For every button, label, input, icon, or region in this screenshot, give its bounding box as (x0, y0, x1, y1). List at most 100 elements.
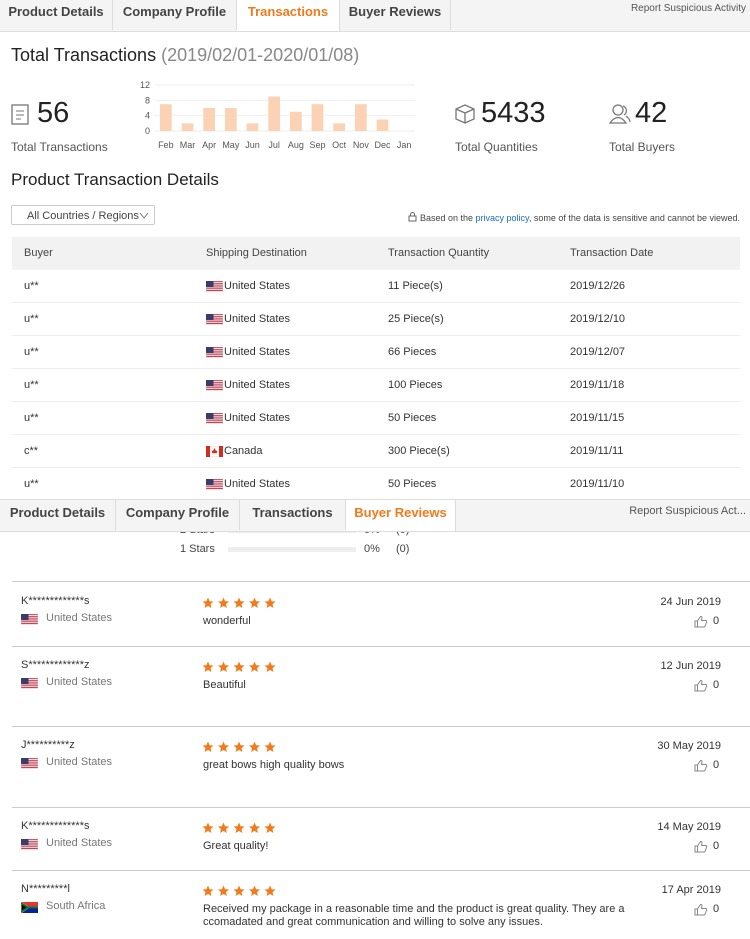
like-icon[interactable] (694, 679, 708, 692)
like-icon[interactable] (694, 759, 708, 772)
flag-part (21, 840, 38, 842)
x-tick-label: Mar (180, 140, 196, 150)
star (202, 822, 214, 833)
star (202, 741, 214, 752)
flag-part (21, 758, 38, 759)
review-text: great bows high quality bows (203, 759, 345, 771)
like-shape (694, 759, 708, 772)
star (264, 822, 276, 833)
reviewer-country: United States (46, 612, 113, 624)
flag-part (206, 488, 223, 490)
x-tick-label: Dec (374, 140, 391, 150)
flag-part (21, 902, 38, 908)
star (218, 741, 229, 752)
table-cell: 11 Piece(s) (388, 280, 443, 292)
star (233, 597, 245, 608)
table-cell: Canada (224, 445, 263, 457)
country-flag (206, 380, 223, 391)
bar (268, 96, 281, 131)
flag-part (21, 685, 38, 687)
flag-part (206, 352, 223, 354)
tab[interactable]: Company Profile (116, 500, 240, 530)
report-link[interactable]: Report Suspicious Act... (629, 505, 746, 517)
rating-label: 1 Stars (180, 543, 215, 555)
report-link[interactable]: Report Suspicious Activity (630, 3, 746, 14)
country-filter[interactable]: All Countries / Regions (11, 205, 155, 225)
table-cell: u** (24, 280, 39, 292)
privacy-link[interactable]: privacy policy (475, 213, 529, 223)
tab[interactable]: Transactions (237, 0, 340, 31)
table-cell: 25 Piece(s) (388, 313, 444, 325)
table-cell: 50 Pieces (388, 412, 437, 424)
divider (12, 581, 750, 582)
flag-part (21, 842, 38, 844)
column-header: Shipping Destination (206, 247, 307, 259)
star (249, 741, 260, 752)
table-row: u** United States 50 Pieces 2019/11/15 (12, 402, 740, 435)
flag-part (206, 323, 223, 325)
table-row: c** Canada 300 Piece(s) 2019/11/11 (12, 435, 740, 468)
table-cell: 2019/11/18 (570, 379, 625, 391)
star (264, 597, 276, 608)
flag-part (206, 317, 223, 319)
bar (159, 104, 172, 131)
star (264, 661, 276, 672)
flag-part (206, 385, 223, 387)
flag-part (206, 484, 223, 486)
flag-part (206, 284, 223, 286)
tab[interactable]: Buyer Reviews (346, 500, 456, 531)
flag-part (206, 348, 223, 350)
flag-part (206, 281, 214, 287)
reviewer-name: K*************s (21, 595, 90, 607)
divider (12, 807, 750, 808)
review-text: wonderful (203, 615, 251, 627)
table-cell: United States (224, 313, 291, 325)
transactions-icon (11, 104, 29, 125)
flag-part (206, 350, 223, 352)
flag-part (21, 614, 29, 620)
summary-heading: Total Transactions (2019/02/01-2020/01/0… (11, 45, 359, 66)
flag-part (21, 759, 38, 761)
tab[interactable]: Company Profile (113, 0, 237, 30)
stat-value: 5433 (481, 97, 546, 129)
tab[interactable]: Buyer Reviews (340, 0, 451, 30)
table-row: u** United States 25 Piece(s) 2019/12/10 (12, 303, 740, 336)
stat-label: Total Transactions (11, 140, 108, 154)
tab[interactable]: Product Details (0, 500, 116, 530)
like-icon[interactable] (694, 615, 708, 628)
flag-part (21, 907, 38, 913)
flag-part (206, 414, 223, 416)
column-header: Transaction Date (570, 247, 654, 259)
tab[interactable]: Product Details (0, 0, 113, 30)
y-tick-label: 12 (140, 80, 150, 90)
star-rating (202, 661, 276, 672)
bar (203, 108, 216, 131)
flag-part (206, 479, 214, 485)
star (202, 597, 214, 608)
flag-part (21, 846, 38, 848)
x-tick-label: Jun (245, 140, 260, 150)
flag-part (206, 416, 223, 418)
star (264, 885, 276, 896)
x-tick-label: Jan (397, 140, 412, 150)
bar (311, 104, 324, 131)
flag-part (206, 413, 223, 414)
flag-part (206, 347, 223, 348)
like-icon[interactable] (694, 840, 708, 853)
reviewer-country: South Africa (46, 900, 106, 912)
x-tick-label: Sep (309, 140, 325, 150)
flag-part (21, 681, 38, 683)
flag-part (206, 380, 223, 381)
table-cell: u** (24, 379, 39, 391)
notice-text: Based on the (419, 213, 476, 223)
star (218, 661, 229, 672)
like-icon[interactable] (694, 903, 708, 916)
tab[interactable]: Transactions (240, 500, 346, 530)
flag-part (21, 687, 38, 689)
stat-value: 56 (37, 97, 70, 129)
buyers-icon (608, 104, 631, 124)
flag-part (206, 387, 223, 389)
review-text: Received my package in a reasonable time… (203, 903, 625, 928)
table-cell: u** (24, 346, 39, 358)
x-tick-label: Oct (332, 140, 347, 150)
